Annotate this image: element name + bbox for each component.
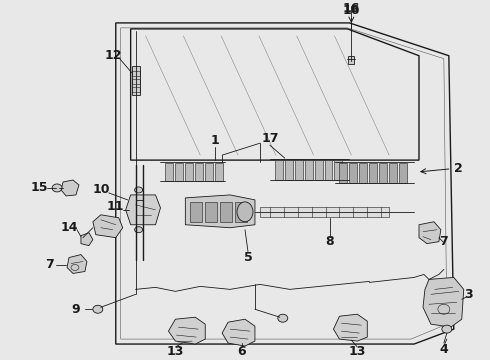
Text: 13: 13 [349,345,366,357]
Polygon shape [61,180,79,196]
Bar [190,202,202,222]
Polygon shape [126,195,161,225]
Bar [389,163,397,183]
Bar [260,207,389,217]
Bar [132,86,140,91]
Bar [315,160,322,180]
Text: 12: 12 [105,49,122,62]
Text: 1: 1 [211,134,220,147]
Bar [132,78,140,84]
Bar [349,163,357,183]
Bar [359,163,368,183]
Bar [196,163,203,181]
Ellipse shape [135,227,143,233]
Ellipse shape [278,314,288,322]
Text: 16: 16 [343,4,360,18]
Text: 2: 2 [421,162,463,175]
Text: 15: 15 [30,181,48,194]
Bar [185,163,193,181]
Bar [215,163,223,181]
Ellipse shape [52,184,62,192]
Text: 8: 8 [325,235,334,248]
Polygon shape [423,278,464,327]
Ellipse shape [237,202,253,222]
Polygon shape [222,319,255,346]
Bar [340,163,347,183]
Text: 16: 16 [343,3,360,22]
Bar [348,56,354,64]
Polygon shape [81,233,93,246]
Bar [275,160,283,180]
Text: 13: 13 [167,345,184,357]
Polygon shape [67,255,87,274]
Ellipse shape [442,325,452,333]
Polygon shape [185,195,255,228]
Bar [369,163,377,183]
Text: 10: 10 [92,184,110,197]
Bar [335,160,343,180]
Text: 7: 7 [440,235,448,248]
Ellipse shape [93,305,103,313]
Bar [205,202,217,222]
Text: 3: 3 [465,288,473,301]
Bar [285,160,293,180]
Bar [166,163,173,181]
Polygon shape [93,215,122,238]
Ellipse shape [135,187,143,193]
Bar [324,160,333,180]
Text: 11: 11 [107,201,124,213]
Bar [294,160,303,180]
Bar [175,163,183,181]
Bar [132,66,140,95]
Bar [305,160,313,180]
Text: 7: 7 [45,258,53,271]
Text: 4: 4 [440,342,448,356]
Bar [220,202,232,222]
Polygon shape [169,317,205,344]
Text: 17: 17 [261,132,279,145]
Bar [205,163,213,181]
Polygon shape [334,314,368,341]
Bar [399,163,407,183]
Text: 14: 14 [60,221,78,234]
Bar [132,71,140,76]
Text: 5: 5 [244,251,252,264]
Text: 6: 6 [238,345,246,357]
Bar [235,202,247,222]
Bar [379,163,387,183]
Text: 9: 9 [72,303,80,316]
Polygon shape [419,222,441,244]
